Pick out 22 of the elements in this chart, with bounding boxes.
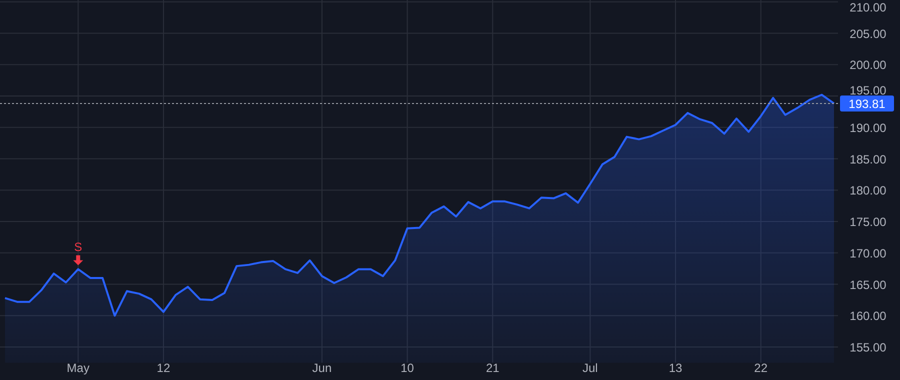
y-tick-label: 205.00 (850, 26, 887, 41)
y-tick-label: 195.00 (850, 83, 887, 98)
y-tick-label: 200.00 (850, 58, 887, 72)
y-tick-label: 210.00 (850, 0, 887, 14)
x-tick-label: Jul (582, 361, 598, 375)
x-tick-label: 22 (754, 361, 768, 375)
y-tick-label: 155.00 (850, 340, 887, 355)
y-tick-label: 180.00 (850, 184, 887, 198)
x-tick-label: Jun (312, 361, 332, 375)
x-tick-label: May (66, 361, 90, 375)
x-tick-label: 12 (156, 361, 170, 375)
y-tick-label: 190.00 (850, 120, 887, 135)
y-tick-label: 165.00 (850, 278, 887, 292)
x-tick-label: 21 (486, 361, 500, 375)
y-tick-label: 160.00 (850, 309, 887, 324)
y-tick-label: 185.00 (850, 152, 887, 166)
x-tick-label: 10 (400, 361, 414, 375)
annotation: S (74, 240, 82, 254)
y-tick-label: 175.00 (850, 215, 887, 230)
y-tick-label: 170.00 (850, 246, 887, 260)
x-tick-label: 13 (668, 361, 683, 375)
ref-line-label: 193.81 (848, 96, 886, 111)
